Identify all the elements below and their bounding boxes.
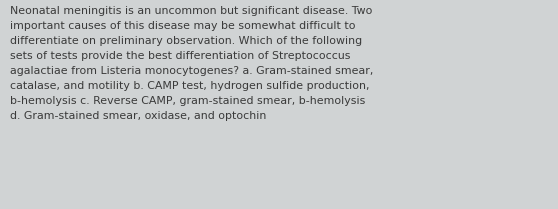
Text: Neonatal meningitis is an uncommon but significant disease. Two
important causes: Neonatal meningitis is an uncommon but s… — [10, 6, 373, 121]
